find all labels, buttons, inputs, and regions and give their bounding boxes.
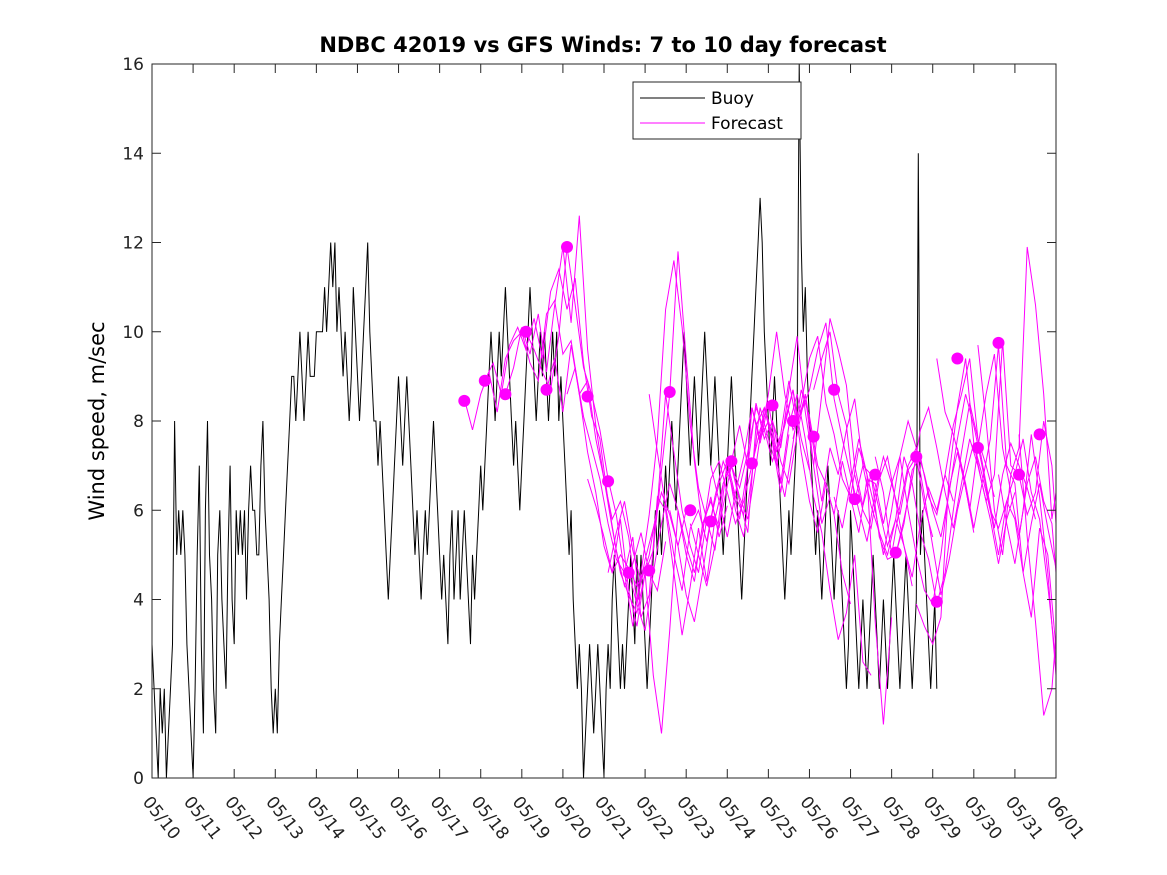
forecast-marker-23 (910, 450, 923, 463)
forecast-run-line-27 (998, 434, 1057, 676)
y-tick-label-16: 16 (122, 55, 144, 75)
forecast-run-line-22 (895, 340, 1057, 556)
legend-entry-forecast: Forecast (711, 114, 783, 134)
forecast-run-line-2 (484, 267, 667, 593)
forecast-marker-18 (807, 430, 820, 443)
plot-area (151, 63, 1057, 779)
forecast-run-line-6 (566, 367, 749, 636)
y-tick-label-6: 6 (133, 501, 144, 521)
forecast-run-line-17 (792, 336, 975, 606)
forecast-marker-14 (725, 455, 738, 468)
forecast-run-line-1 (463, 299, 646, 588)
forecast-marker-4 (519, 325, 532, 338)
forecast-run-line-26 (977, 246, 1057, 555)
forecast-marker-extra-1 (1033, 428, 1046, 441)
forecast-marker-10 (643, 564, 656, 577)
forecast-marker-21 (869, 468, 882, 481)
y-tick-label-12: 12 (122, 234, 144, 254)
legend: Buoy Forecast (632, 81, 802, 140)
y-tick-label-2: 2 (133, 680, 144, 700)
forecast-marker-13 (704, 515, 717, 528)
forecast-marker-26 (971, 441, 984, 454)
forecast-marker-15 (745, 457, 758, 470)
forecast-marker-28 (1013, 468, 1025, 481)
forecast-marker-3 (499, 388, 512, 401)
forecast-marker-1 (458, 394, 471, 407)
forecast-marker-9 (622, 566, 635, 579)
forecast-run-line-28 (1018, 434, 1057, 716)
forecast-marker-27 (992, 336, 1005, 349)
legend-entry-buoy: Buoy (711, 89, 754, 109)
y-tick-label-8: 8 (133, 412, 144, 432)
forecast-marker-17 (787, 415, 799, 427)
forecast-series (463, 215, 1057, 734)
forecast-marker-12 (684, 504, 697, 517)
chart-title: NDBC 42019 vs GFS Winds: 7 to 10 day for… (319, 33, 886, 57)
forecast-run-line-12 (689, 394, 872, 676)
forecast-markers (458, 241, 1046, 608)
forecast-marker-7 (581, 390, 594, 403)
forecast-run-line-11 (669, 389, 851, 622)
legend-box (632, 81, 802, 140)
forecast-marker-8 (602, 475, 615, 488)
forecast-run-line-25 (956, 345, 1057, 649)
y-tick-label-0: 0 (133, 769, 144, 789)
forecast-marker-11 (663, 386, 676, 398)
forecast-marker-6 (561, 241, 573, 253)
forecast-run-line-18 (813, 331, 995, 605)
y-tick-label-14: 14 (122, 144, 144, 164)
forecast-run-line-23 (915, 358, 1057, 646)
forecast-marker-16 (766, 399, 779, 412)
y-axis-label: Wind speed, m/sec (85, 321, 109, 520)
forecast-marker-25 (951, 352, 964, 365)
forecast-run-line-21 (874, 394, 1057, 663)
forecast-marker-5 (540, 383, 553, 396)
forecast-marker-2 (478, 374, 491, 387)
forecast-marker-19 (828, 383, 841, 396)
forecast-marker-24 (930, 595, 943, 608)
y-tick-label-10: 10 (122, 323, 144, 343)
plot-background (152, 64, 1056, 778)
forecast-run-line-10 (648, 394, 831, 591)
forecast-run-line-14 (730, 380, 913, 587)
forecast-run-line-15 (751, 322, 934, 542)
forecast-marker-22 (889, 546, 902, 559)
forecast-marker-20 (848, 493, 861, 506)
y-axis: 0 2 4 6 8 10 12 14 16 (122, 55, 1056, 789)
y-tick-label-4: 4 (133, 591, 144, 611)
